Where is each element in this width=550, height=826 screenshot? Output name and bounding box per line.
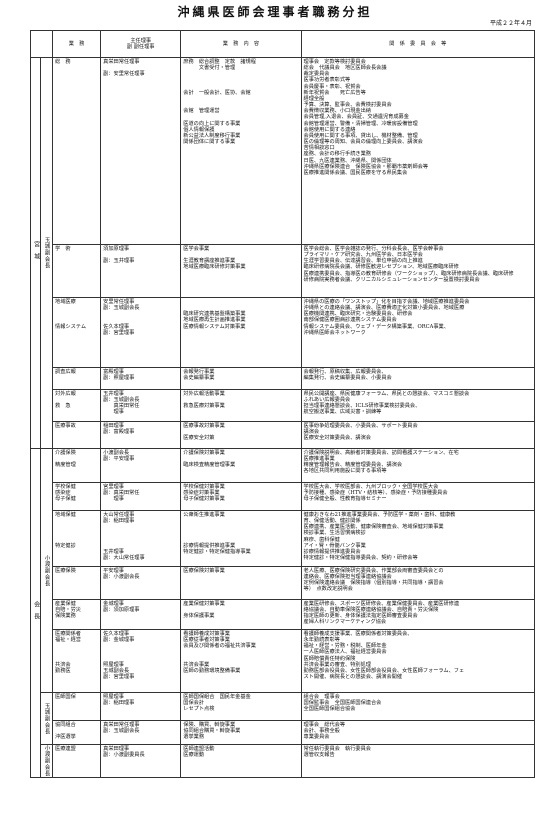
row-committee: 常任執行委員会 執行委員会 選管収支報告 xyxy=(300,744,536,778)
row-business: 医療連盟 xyxy=(52,744,102,778)
row-business: 協同組合 沖医選挙 xyxy=(52,720,102,745)
section-miyagi: 宮城 xyxy=(29,57,42,449)
row-officer: 真栄田常任理事 副：安里常任理事 xyxy=(100,57,182,245)
row-committee: 看護師養成支援事業、医療関係者対策委員会、 永年勤続表彰等 福祉・経営・労務・税… xyxy=(300,629,536,693)
row-officer: 安里常任理事 副：玉城副会長 佐久本理事 副：宮里理事 xyxy=(100,297,182,368)
header-content: 業 務 内 容 xyxy=(180,30,302,58)
row-business: 地域保健 特定健診 xyxy=(52,510,102,567)
row-committee: 理事会 定款等検討委員会 総会 代議員会 地区医師会長会議 裁定委員会 医事功労… xyxy=(300,57,536,245)
row-content: 看護師養成対策事業 医療従事者対策事業 会員及び関係者の福祉共済事業 共済会事業… xyxy=(180,629,302,693)
row-content: 医師連盟活動 医療運動 xyxy=(180,744,302,778)
group-odo-vp-2: 小渡副会長 xyxy=(40,744,54,778)
row-officer: 小渡副会長 副：平安理事 xyxy=(100,448,182,483)
row-content: 保険、購買、斡旋事業 協同組合購買・斡旋事業 選挙業務 xyxy=(180,720,302,745)
row-officer: 真栄田常任理事 副：玉城副会長 xyxy=(100,720,182,745)
row-officer: 宮里理事 副：真栄田常任 理事 xyxy=(100,482,182,511)
header-blank xyxy=(29,30,54,58)
row-business: 学校保健 感染症 母子保健 xyxy=(52,482,102,511)
row-committee: 会報発行、原稿収集、広報委員会、 編集発行、会史編纂委員会、小委員会 xyxy=(300,367,536,390)
row-committee: 介護保険説明会、高齢者対策委員会、訪問看護ステーション、在宅 医療推進事業 精度… xyxy=(300,448,536,483)
row-content: 公衆衛生推進事業 診療情報提供推進事業 特定健診・特定保健指導事業 xyxy=(180,510,302,567)
row-officer: 須加原理事 副：玉井理事 xyxy=(100,244,182,298)
row-officer: 玉井理事 副：玉城副会長 真栄田常任 理事 xyxy=(100,389,182,422)
row-content: 医療事故対策事業 医療安全対策 xyxy=(180,421,302,449)
row-content: 産業保健対策事業 身体保護事業 xyxy=(180,599,302,630)
row-committee: 老人医療、医療保険研究委員会、作業部会両審査委員会との 連絡会、医療保険担当理事… xyxy=(300,566,536,600)
row-business: 調査広報 xyxy=(52,367,102,390)
row-business: 医療関係者 福祉・経営 共済会 勤務医 xyxy=(52,629,102,693)
row-business: 医師国保 xyxy=(52,692,102,721)
row-content: 対外広報活動事業 救急医療対策事業 xyxy=(180,389,302,422)
row-committee: 医事紛争処理委員会、小委員会、サポート委員会 講演会 医療安全対策委員会、講演会 xyxy=(300,421,536,449)
row-content: 介護保険対策事業 臨床検査精度管理事業 xyxy=(180,448,302,483)
row-officer: 平安理事 副：小渡副会長 xyxy=(100,566,182,600)
row-business: 医療保険 xyxy=(52,566,102,600)
group-odo-vp: 小渡副会長 xyxy=(40,448,54,693)
row-content: 庶務 総合調整 定款 諸規程 文書受付・管理 会計 一般会計、医协、会館 会館 … xyxy=(180,57,302,245)
group-tamaki-vp-2: 玉城副会長 xyxy=(40,692,54,745)
row-business: 学 術 xyxy=(52,244,102,298)
document-date: 平成２２年４月 xyxy=(489,20,532,27)
row-business: 医療事故 xyxy=(52,421,102,449)
document-title: 沖縄県医師会理事者職務分担 xyxy=(177,5,373,19)
header-row: 業 務 主任理事 副 副任理事 業 務 内 容 関 係 委 員 会 等 xyxy=(29,30,536,58)
row-officer: 稲田理事 副：富殿理事 xyxy=(100,421,182,449)
row-committee: 県民公開講座、県民健康フォーラム、県民との懇談会、マスコミ懇談会 ふれあい広報委… xyxy=(300,389,536,422)
row-committee: 健康おきなわ21推進事業委員会、予防医学・薬剤・歯科、健康教 育、保健活動、健診… xyxy=(300,510,536,567)
row-officer: 富殿理事 副：照屋理事 xyxy=(100,367,182,390)
row-officer: 照屋理事 副：稲田理事 xyxy=(100,692,182,721)
row-business: 地域医療 情報システム xyxy=(52,297,102,368)
row-content: 学校保健対策事業 感染症対策事業 母子保健対策事業 xyxy=(180,482,302,511)
row-committee: 沖縄県の医療の「ワンストップ」化を目指す会議、地域医療推進委員会 沖縄県との連絡… xyxy=(300,297,536,368)
row-content: 臨床研究連携基盤構築事業 地域医療再生計画推進事業 医療情報システム対策事業 xyxy=(180,297,302,368)
row-committee: 医学会総会、医学会雑誌の発行、分科会長会、医学会幹事会 プライマリ・ケア研究会、… xyxy=(300,244,536,298)
header-committee: 関 係 委 員 会 等 xyxy=(300,30,536,58)
row-business: 総 務 xyxy=(52,57,102,245)
row-content: 会報発行事業 会史編纂事業 xyxy=(180,367,302,390)
row-committee: 組合会 理事会 国保監事会 全国医師国保連合会 全国医師国保組合協会 xyxy=(300,692,536,721)
row-committee: 理事会 総代会等 会計、事務全般 専業委員会 xyxy=(300,720,536,745)
row-committee: 学校医大会、学校医部会、九州ブロック・全国学校医大会 予防接種、感染症（HTV・… xyxy=(300,482,536,511)
row-officer: 金城理事 副：須加原理事 xyxy=(100,599,182,630)
row-content: 医療保険対策事業 xyxy=(180,566,302,600)
row-business: 対外広報 救 急 xyxy=(52,389,102,422)
group-tamaki-vp: 玉城副会長 xyxy=(40,57,54,449)
header-business: 業 務 xyxy=(52,30,102,58)
row-committee: 産業医研修会、スポーツ医研修会、産業保健委員会、産業医研修連 絡協議会、自動車保… xyxy=(300,599,536,630)
row-officer: 真栄田理事 副：小渡副委員長 xyxy=(100,744,182,778)
section-kaicho: 会長 xyxy=(29,448,42,778)
row-content: 医師国保組合 国民年金基金 国保会計 レセプト点検 xyxy=(180,692,302,721)
row-business: 産業保健 自賠・労災 保険業務 xyxy=(52,599,102,630)
header-officer: 主任理事 副 副任理事 xyxy=(100,30,182,58)
row-content: 医学会事業 生涯教育講座推進事業 地域医療臨床研修対策事業 xyxy=(180,244,302,298)
duty-table: 業 務 主任理事 副 副任理事 業 務 内 容 関 係 委 員 会 等 宮城 玉… xyxy=(29,30,536,778)
row-business: 介護保険 精度管理 xyxy=(52,448,102,483)
row-officer: 佐久本理事 副：金城理事 照屋理事 玉城副会長 副：宮里理事 xyxy=(100,629,182,693)
row-officer: 大山常任理事 副：稲田理事 玉井理事 副：大山常任理事 xyxy=(100,510,182,567)
